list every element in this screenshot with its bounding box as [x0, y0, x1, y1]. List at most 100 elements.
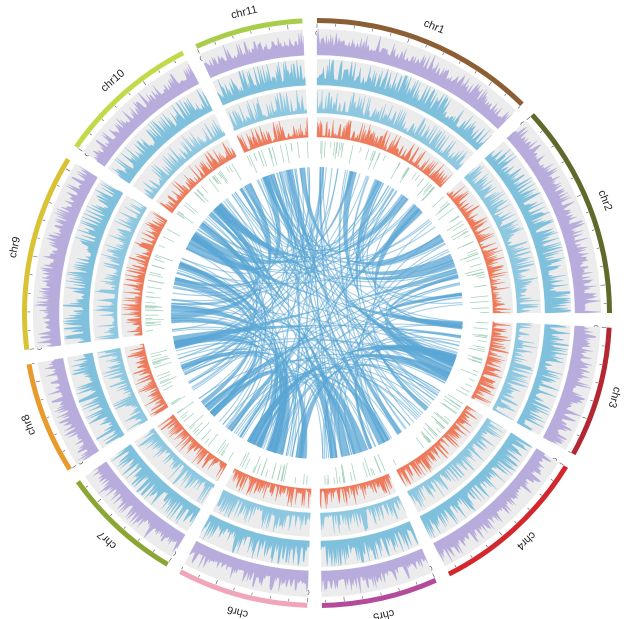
marker-chr1-26	[335, 142, 338, 154]
marker-chr2-31	[474, 284, 487, 288]
marker-chr9-10	[148, 279, 165, 284]
marker-chr1-6	[334, 142, 338, 160]
marker-chr1-12	[401, 167, 409, 179]
tick-chr10-300	[114, 105, 117, 108]
tick-chr2-600	[585, 211, 589, 214]
ideogram-chr3	[571, 327, 612, 456]
link-206	[385, 262, 457, 357]
marker-chr10-8	[194, 191, 206, 203]
tick-chr3-400	[590, 399, 593, 402]
track-1-chr7	[111, 444, 201, 527]
marker-chr10-12	[178, 210, 184, 216]
link-70	[173, 276, 254, 406]
marker-chr2-24	[471, 272, 485, 276]
marker-chr9-14	[166, 228, 181, 237]
marker-chr1-1	[421, 186, 435, 202]
link-126	[179, 262, 373, 449]
tick-chr2-0	[526, 116, 531, 121]
marker-chr10-20	[176, 213, 185, 220]
marker-chr9-28	[158, 244, 165, 248]
label-chr10: chr10	[99, 67, 128, 94]
link-199	[369, 332, 462, 434]
label-chr2: chr2	[595, 188, 614, 212]
marker-chr4-11	[443, 398, 460, 410]
marker-chr1-15	[348, 144, 354, 164]
marker-chr7-5	[180, 411, 189, 418]
marker-chr9-26	[146, 286, 163, 290]
density-tracks	[33, 28, 601, 597]
marker-chr7-14	[193, 428, 199, 434]
marker-chr8-0	[170, 397, 181, 404]
tick-chr4-200	[539, 493, 542, 496]
link-88	[181, 185, 271, 369]
marker-chr3-16	[467, 358, 482, 363]
marker-chr8-13	[158, 374, 171, 380]
link-113	[358, 178, 462, 298]
marker-chr10-0	[185, 202, 199, 214]
marker-chr3-2	[455, 388, 468, 397]
marker-chr5-17	[340, 463, 345, 483]
marker-chr6-5	[277, 469, 281, 481]
marker-chr2-22	[469, 301, 489, 303]
marker-chr5-16	[373, 455, 381, 473]
marker-chr1-2	[377, 152, 381, 161]
tick-chr4-400	[514, 520, 517, 524]
marker-chr2-9	[478, 276, 486, 279]
tick-chr1-800	[458, 61, 461, 64]
marker-chr10-18	[219, 170, 228, 182]
link-191	[256, 179, 431, 259]
marker-chr8-12	[152, 357, 171, 364]
tick-chr3-500	[582, 416, 587, 419]
track-0-chr11	[203, 32, 305, 79]
tick-chr6-600	[198, 574, 200, 578]
marker-chr1-29	[340, 142, 344, 159]
link-202	[385, 273, 459, 376]
marker-chr7-16	[204, 438, 210, 444]
marker-chr2-12	[451, 216, 460, 222]
tick-chr4-700	[470, 555, 473, 558]
marker-chr7-10	[183, 412, 195, 422]
link-190	[273, 173, 421, 418]
track-3-chr11	[236, 117, 309, 153]
tick-chr9-900	[57, 185, 60, 187]
marker-chr3-5	[468, 378, 476, 382]
marker-chr3-7	[473, 335, 488, 339]
marker-chr9-11	[153, 258, 165, 263]
link-38	[214, 207, 457, 283]
marker-chr2-6	[457, 241, 474, 249]
track-0-chr10	[92, 63, 200, 167]
link-164	[252, 381, 324, 459]
tick-chr1-1100	[504, 93, 507, 96]
marker-chr4-0	[443, 403, 458, 414]
link-119	[173, 200, 261, 294]
marker-chr1-23	[321, 141, 323, 160]
link-142	[184, 354, 273, 443]
marker-chr2-18	[448, 215, 460, 223]
tick-chr9-500	[33, 255, 38, 258]
link-162	[231, 193, 393, 439]
track-2-chr5	[320, 495, 406, 534]
marker-chr10-4	[183, 204, 196, 214]
track-2-chr10	[142, 119, 226, 200]
marker-chr2-15	[438, 208, 454, 221]
link-219	[197, 186, 392, 264]
link-182	[366, 188, 463, 304]
marker-chr7-9	[188, 414, 204, 429]
link-60	[325, 378, 399, 459]
track-0-chr7	[92, 461, 186, 553]
tick-chr7-300	[123, 526, 126, 529]
link-188	[171, 302, 300, 458]
link-106	[181, 198, 409, 370]
link-183	[171, 326, 257, 415]
marker-chr1-33	[422, 187, 435, 201]
marker-chr3-17	[477, 347, 486, 351]
marker-chr2-27	[432, 196, 445, 208]
tick-chr1-500	[407, 38, 410, 43]
marker-chr5-2	[349, 471, 353, 482]
marker-chr8-14	[161, 381, 172, 387]
marker-chr4-21	[431, 415, 446, 429]
tick-chr6-500	[215, 579, 218, 585]
marker-chr9-12	[162, 236, 174, 243]
link-208	[210, 168, 339, 414]
